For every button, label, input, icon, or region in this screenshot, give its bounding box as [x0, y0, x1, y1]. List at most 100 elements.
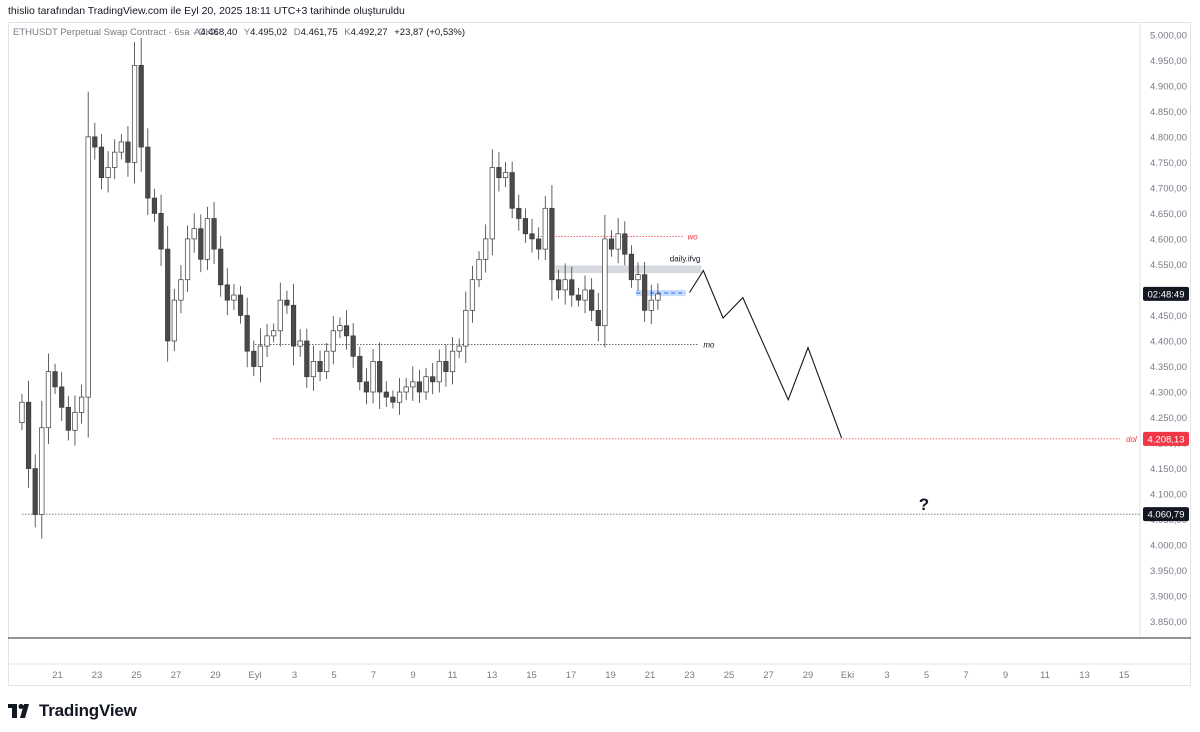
- candle-body: [602, 238, 608, 327]
- tradingview-mark-icon: [8, 704, 29, 718]
- candle-body: [608, 238, 615, 250]
- candle-body: [224, 284, 230, 301]
- chart-credit: thislio tarafından TradingView.com ile E…: [8, 5, 405, 17]
- x-tick-label: 13: [1079, 670, 1090, 681]
- y-tick-label: 4.400,00: [1150, 336, 1187, 347]
- candle-body: [131, 65, 138, 163]
- x-tick-label: Eyl: [248, 670, 261, 681]
- candle-body: [436, 361, 442, 383]
- projection-path: [689, 269, 843, 439]
- x-tick-label: 5: [924, 670, 929, 681]
- low-price-badge-bg: [1143, 507, 1189, 522]
- candle-body: [357, 355, 363, 383]
- x-tick-label: 27: [763, 670, 774, 681]
- y-tick-label: 4.450,00: [1150, 311, 1187, 322]
- candle-body: [516, 207, 522, 219]
- candle-body: [582, 289, 588, 301]
- candle-body: [496, 167, 502, 179]
- tradingview-logo[interactable]: TradingView: [8, 700, 137, 722]
- x-tick-label: 5: [331, 670, 336, 681]
- y-tick-label: 4.550,00: [1150, 260, 1187, 271]
- x-tick-label: Eki: [841, 670, 854, 681]
- candle-body: [138, 65, 144, 148]
- dol-price-badge-bg: [1143, 431, 1189, 446]
- price-chart[interactable]: wo mo dol daily.ifvg 5.000,00 4.950,00 4.900…: [0, 0, 1200, 690]
- x-tick-label: 25: [724, 670, 735, 681]
- y-tick-label: 4.300,00: [1150, 388, 1187, 399]
- candle-body: [456, 345, 462, 352]
- candle-body: [363, 381, 370, 393]
- candle-body: [251, 350, 257, 367]
- legend-high-label: Y: [244, 27, 251, 38]
- candle-body: [211, 218, 217, 250]
- x-tick-label: 11: [1040, 670, 1050, 681]
- candle-body: [536, 238, 542, 250]
- candle-body: [59, 386, 65, 408]
- candle-body: [549, 207, 555, 281]
- legend-close-label: K: [344, 27, 351, 38]
- candle-body: [78, 396, 85, 413]
- daily-ifvg-zone: [555, 265, 702, 274]
- x-tick-label: 21: [645, 670, 656, 681]
- candle-body: [489, 167, 495, 240]
- candle-body: [469, 279, 476, 311]
- candle-body: [569, 279, 575, 296]
- x-tick-label: 29: [210, 670, 221, 681]
- legend-ohlc: A4.468,40 Y4.495,02 D4.461,75 K4.492,27 …: [194, 27, 465, 38]
- candle-body: [655, 293, 661, 301]
- candle-body: [324, 350, 330, 372]
- candle-body: [476, 258, 482, 281]
- x-tick-label: 23: [92, 670, 103, 681]
- candle-body: [430, 376, 436, 383]
- y-tick-label: 4.800,00: [1150, 132, 1187, 143]
- candle-body: [343, 325, 350, 337]
- candle-body: [463, 310, 469, 347]
- candle-body: [310, 361, 317, 378]
- candle-body: [622, 233, 628, 255]
- y-tick-label: 4.000,00: [1150, 541, 1187, 552]
- x-tick-label: 15: [526, 670, 537, 681]
- candle-body: [72, 412, 78, 431]
- legend-high: 4.495,02: [250, 27, 287, 38]
- candle-body: [615, 233, 621, 250]
- price-axis: 5.000,00 4.950,00 4.900,00 4.850,00 4.800,00…: [1150, 30, 1187, 628]
- candle-body: [337, 325, 343, 332]
- candle-body: [589, 289, 595, 311]
- candle-body: [502, 172, 509, 179]
- candle-body: [648, 299, 654, 311]
- legend-symbol: ETHUSDT Perpetual Swap Contract · 6sa · …: [13, 27, 219, 38]
- question-mark: ?: [919, 495, 929, 514]
- candle-body: [383, 391, 389, 398]
- dol-price-badge: 4.208,13: [1148, 434, 1185, 445]
- candle-body: [483, 238, 489, 260]
- candle-body: [191, 228, 197, 240]
- candle-body: [151, 197, 158, 214]
- candle-body: [330, 330, 336, 352]
- candle-body: [52, 371, 58, 388]
- level-dol-label: dol: [1126, 435, 1137, 444]
- y-tick-label: 4.150,00: [1150, 464, 1187, 475]
- y-tick-label: 4.900,00: [1150, 81, 1187, 92]
- candle-body: [271, 330, 277, 337]
- candle-body: [65, 406, 71, 431]
- candle-body: [642, 274, 648, 311]
- y-tick-label: 4.750,00: [1150, 158, 1187, 169]
- candle-body: [231, 294, 237, 301]
- candle-body: [542, 207, 548, 250]
- candle-body: [184, 238, 191, 281]
- x-tick-label: 9: [410, 670, 415, 681]
- candle-body: [158, 213, 164, 250]
- legend-close: 4.492,27: [351, 27, 388, 38]
- y-tick-label: 4.700,00: [1150, 183, 1187, 194]
- tradingview-brand: TradingView: [39, 701, 137, 720]
- x-tick-label: 3: [292, 670, 297, 681]
- level-mo-label: mo: [703, 341, 715, 350]
- countdown-badge-bg: [1143, 286, 1189, 301]
- candles: [19, 37, 661, 539]
- x-tick-label: 25: [131, 670, 142, 681]
- y-tick-label: 4.250,00: [1150, 413, 1187, 424]
- y-tick-label: 4.350,00: [1150, 362, 1187, 373]
- candle-body: [98, 146, 105, 179]
- candle-body: [297, 340, 303, 347]
- candle-body: [39, 427, 45, 515]
